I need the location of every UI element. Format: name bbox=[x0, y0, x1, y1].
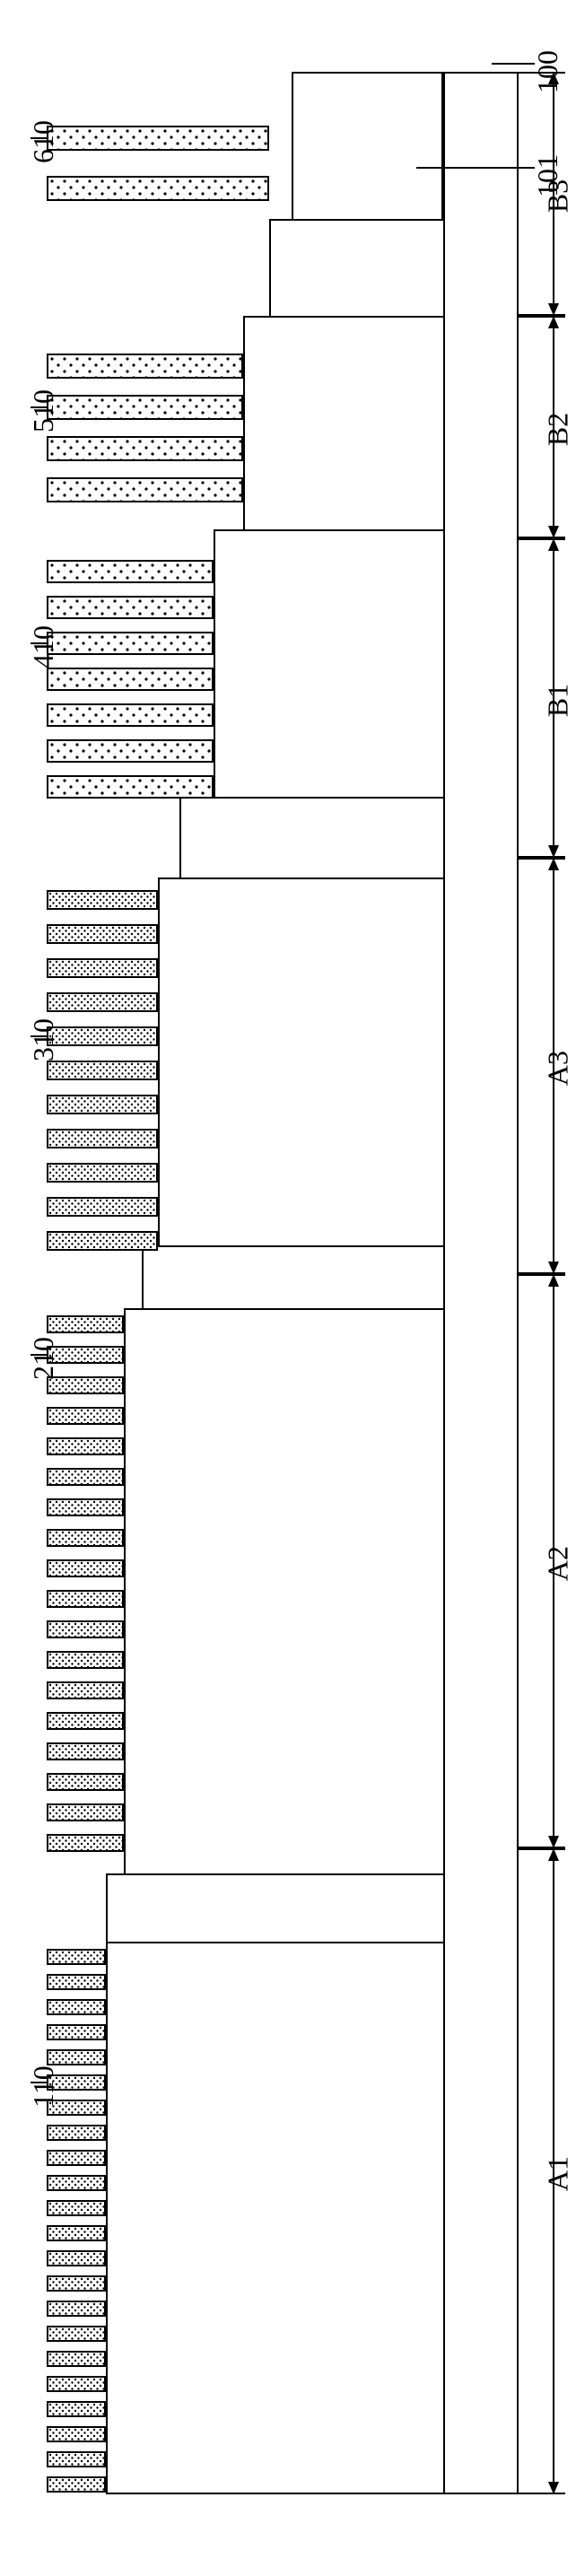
section-label-A3: A3 bbox=[542, 1051, 575, 1087]
fin-210 bbox=[47, 1651, 124, 1669]
fin-410 bbox=[47, 560, 214, 583]
fin-210 bbox=[47, 1498, 124, 1516]
step bbox=[179, 797, 443, 878]
fin-310 bbox=[47, 1163, 158, 1183]
step bbox=[158, 878, 443, 1245]
fin-310 bbox=[47, 992, 158, 1012]
section-label-A1: A1 bbox=[542, 2156, 575, 2192]
fin-label-610: 610 bbox=[27, 120, 60, 163]
fin-310 bbox=[47, 1129, 158, 1148]
section-label-A2: A2 bbox=[542, 1546, 575, 1582]
fin-310 bbox=[47, 1061, 158, 1080]
section-label-B2: B2 bbox=[542, 412, 575, 448]
step bbox=[269, 219, 443, 316]
fin-210 bbox=[47, 1712, 124, 1730]
fin-410 bbox=[47, 703, 214, 727]
fin-110 bbox=[47, 2125, 106, 2141]
fin-310 bbox=[47, 1095, 158, 1114]
fin-110 bbox=[47, 2275, 106, 2292]
step bbox=[214, 529, 443, 797]
fin-110 bbox=[47, 2024, 106, 2040]
fin-410 bbox=[47, 632, 214, 655]
fin-110 bbox=[47, 2401, 106, 2417]
fin-210 bbox=[47, 1407, 124, 1425]
fin-110 bbox=[47, 2225, 106, 2241]
fin-110 bbox=[47, 1974, 106, 1990]
fin-110 bbox=[47, 2476, 106, 2493]
fin-label-310: 310 bbox=[27, 1018, 60, 1061]
fin-110 bbox=[47, 2326, 106, 2342]
fin-310 bbox=[47, 1197, 158, 1217]
fin-110 bbox=[47, 2301, 106, 2317]
fin-110 bbox=[47, 1999, 106, 2015]
fin-210 bbox=[47, 1315, 124, 1333]
fin-310 bbox=[47, 1026, 158, 1046]
fin-110 bbox=[47, 2250, 106, 2266]
step bbox=[142, 1245, 443, 1308]
step bbox=[106, 1873, 443, 1942]
fin-label-210: 210 bbox=[27, 1337, 60, 1380]
fin-310 bbox=[47, 890, 158, 910]
fin-110 bbox=[47, 2426, 106, 2442]
fin-210 bbox=[47, 1559, 124, 1577]
fin-210 bbox=[47, 1803, 124, 1821]
fin-510 bbox=[47, 354, 243, 379]
fin-210 bbox=[47, 1468, 124, 1486]
fin-110 bbox=[47, 2175, 106, 2191]
fin-210 bbox=[47, 1742, 124, 1760]
fin-410 bbox=[47, 668, 214, 691]
fin-610 bbox=[47, 176, 269, 201]
fin-210 bbox=[47, 1773, 124, 1791]
fin-110 bbox=[47, 2049, 106, 2065]
fin-410 bbox=[47, 596, 214, 619]
fin-510 bbox=[47, 436, 243, 461]
step bbox=[243, 316, 443, 529]
fin-110 bbox=[47, 2150, 106, 2166]
step bbox=[106, 1942, 443, 2494]
fin-110 bbox=[47, 1949, 106, 1965]
fin-110 bbox=[47, 2376, 106, 2392]
fin-510 bbox=[47, 477, 243, 502]
fin-210 bbox=[47, 1620, 124, 1638]
fin-110 bbox=[47, 2200, 106, 2216]
step bbox=[124, 1308, 443, 1873]
fin-410 bbox=[47, 775, 214, 799]
fin-310 bbox=[47, 1231, 158, 1251]
substrate-100 bbox=[443, 72, 519, 2494]
fin-410 bbox=[47, 739, 214, 763]
fin-310 bbox=[47, 924, 158, 944]
fin-210 bbox=[47, 1437, 124, 1455]
section-label-B1: B1 bbox=[542, 683, 575, 719]
fin-label-410: 410 bbox=[27, 625, 60, 668]
fin-210 bbox=[47, 1529, 124, 1547]
fin-label-110: 110 bbox=[27, 2065, 60, 2108]
fin-110 bbox=[47, 2451, 106, 2467]
fin-310 bbox=[47, 958, 158, 978]
fin-510 bbox=[47, 395, 243, 420]
layer-101 bbox=[292, 72, 443, 219]
section-label-B3: B3 bbox=[542, 179, 575, 214]
fin-label-510: 510 bbox=[27, 389, 60, 432]
fin-210 bbox=[47, 1834, 124, 1852]
fin-210 bbox=[47, 1681, 124, 1699]
fin-110 bbox=[47, 2351, 106, 2367]
fin-210 bbox=[47, 1590, 124, 1608]
fin-610 bbox=[47, 126, 269, 151]
